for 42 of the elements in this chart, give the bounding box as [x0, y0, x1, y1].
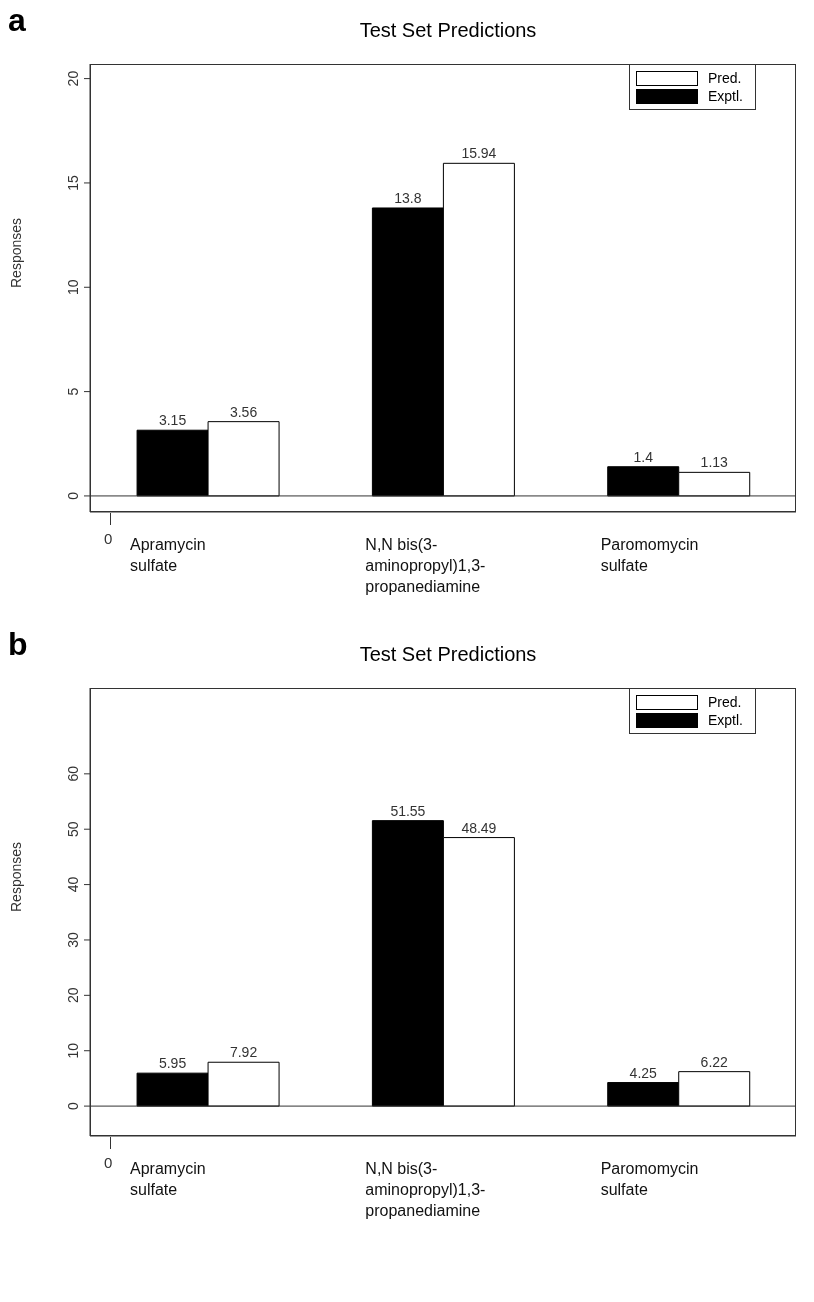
chart-title: Test Set Predictions [359, 19, 537, 41]
text: a [8, 2, 26, 39]
y-tick-label: 15 [65, 174, 81, 191]
y-tick-label: 5 [65, 387, 81, 396]
y-tick-label: 0 [65, 1101, 81, 1110]
x-tick-label: N,N bis(3- aminopropyl)1,3- propanediamine [365, 536, 486, 595]
data-label: 3.56 [229, 403, 258, 420]
data-label: 1.13 [700, 454, 729, 471]
x-tick-label: Apramycin sulfate [130, 536, 206, 574]
y-axis-title: Responses [7, 841, 24, 912]
x-tick-label: N,N bis(3- aminopropyl)1,3- propanediamine [365, 1160, 486, 1219]
legend-label: Pred. [707, 70, 742, 86]
data-label: 51.55 [390, 802, 426, 819]
y-axis-title: Responses [7, 217, 24, 288]
data-label: 13.8 [394, 189, 422, 206]
data-label: 48.49 [461, 819, 497, 836]
y-tick-label: 10 [65, 279, 81, 296]
legend-label: Pred. [707, 694, 742, 710]
data-label: 4.25 [629, 1064, 658, 1081]
y-tick-label: 10 [65, 1042, 81, 1059]
x-tick-label: Paromomycin sulfate [600, 536, 699, 574]
y-tick-label: 20 [65, 70, 81, 87]
data-label: 15.94 [461, 145, 497, 162]
data-label: 5.95 [158, 1055, 187, 1072]
y-tick-label: 0 [65, 491, 81, 500]
data-label: 6.22 [700, 1053, 729, 1070]
data-label: 3.15 [158, 412, 187, 429]
legend-label: Exptl. [707, 88, 743, 104]
y-tick-label: 30 [65, 931, 81, 948]
chart-title: Test Set Predictions [359, 643, 537, 665]
x-tick-label: Apramycin sulfate [130, 1160, 206, 1198]
y-tick-label: 50 [65, 821, 81, 837]
y-tick-label: 20 [65, 987, 81, 1004]
text: 0 [104, 530, 113, 547]
legend-label: Exptl. [707, 712, 743, 728]
text: b [8, 626, 28, 663]
text: 0 [104, 1154, 113, 1171]
data-label: 1.4 [633, 448, 654, 465]
data-label: 7.92 [229, 1044, 258, 1061]
y-tick-label: 60 [65, 765, 81, 782]
y-tick-label: 40 [65, 876, 81, 893]
x-tick-label: Paromomycin sulfate [600, 1160, 699, 1198]
